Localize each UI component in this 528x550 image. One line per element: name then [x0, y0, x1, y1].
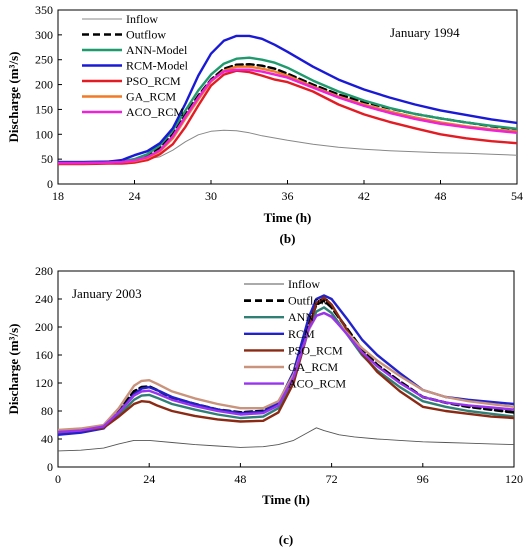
legend-label: PSO_RCM — [126, 74, 181, 88]
y-tick-label: 300 — [35, 28, 53, 42]
x-axis-title: Time (h) — [264, 210, 312, 225]
legend-label: Inflow — [126, 12, 158, 26]
x-tick-label: 48 — [435, 189, 447, 203]
series-line-pso-rcm — [58, 69, 517, 166]
chart-annotation: January 1994 — [390, 25, 460, 40]
chart-panel-c: 0 40 80 120 160 200 240 280 0 24 48 72 96 120 Time (h)… — [6, 264, 523, 547]
legend-label: Outflow — [288, 294, 328, 308]
legend-label: GA_RCM — [288, 360, 338, 374]
y-tick-label: 50 — [41, 152, 53, 166]
x-tick-label: 120 — [505, 472, 523, 486]
x-tick-label: 18 — [52, 189, 64, 203]
series-line-aco-rcm — [58, 311, 514, 434]
y-tick-label: 100 — [35, 127, 53, 141]
x-tick-label: 24 — [129, 189, 141, 203]
y-tick-label: 250 — [35, 53, 53, 67]
legend-label: PSO_RCM — [288, 343, 343, 357]
y-tick-label: 200 — [35, 320, 53, 334]
legend-label: RCM — [288, 327, 315, 341]
series-line-inflow — [58, 427, 514, 452]
y-tick-label: 40 — [41, 432, 53, 446]
legend-label: ACO_RCM — [126, 105, 184, 119]
chart-panel-b: 0 50 100 150 200 250 300 350 18 24 30 36 42 48 54 Time … — [6, 3, 523, 246]
x-tick-label: 36 — [282, 189, 294, 203]
panel-label: (b) — [280, 231, 296, 246]
y-tick-label: 150 — [35, 102, 53, 116]
x-tick-label: 48 — [234, 472, 246, 486]
y-tick-label: 0 — [47, 177, 53, 191]
legend-label: Outflow — [126, 28, 166, 42]
x-tick-label: 96 — [417, 472, 429, 486]
panel-label: (c) — [279, 532, 293, 547]
x-axis-title: Time (h) — [262, 492, 310, 507]
y-tick-label: 350 — [35, 3, 53, 17]
y-tick-label: 240 — [35, 292, 53, 306]
x-tick-label: 24 — [143, 472, 155, 486]
y-tick-label: 160 — [35, 348, 53, 362]
series-line-rcm-model — [58, 34, 517, 164]
x-tick-label: 72 — [326, 472, 338, 486]
plot-frame — [57, 270, 515, 468]
series-line-pso-rcm — [58, 296, 514, 434]
x-tick-label: 30 — [205, 189, 217, 203]
legend-label: ACO_RCM — [288, 377, 346, 391]
series-line-ga-rcm — [58, 311, 514, 432]
y-axis-title: Discharge (m³/s) — [6, 324, 21, 415]
legend-label: GA_RCM — [126, 90, 176, 104]
x-tick-label: 0 — [55, 472, 61, 486]
x-tick-label: 54 — [511, 189, 523, 203]
y-axis-title: Discharge (m³/s) — [6, 52, 21, 143]
legend-label: RCM-Model — [126, 59, 189, 73]
series-line-ann — [58, 306, 514, 435]
series-line-outflow — [58, 298, 514, 434]
y-tick-label: 200 — [35, 78, 53, 92]
legend-label: ANN — [288, 310, 314, 324]
legend-label: ANN-Model — [126, 43, 188, 57]
series-line-ann-model — [58, 56, 517, 164]
x-tick-label: 42 — [358, 189, 370, 203]
y-tick-label: 0 — [47, 460, 53, 474]
series-line-rcm — [58, 294, 514, 436]
legend-label: Inflow — [288, 277, 320, 291]
y-tick-label: 80 — [41, 404, 53, 418]
y-tick-label: 280 — [35, 264, 53, 278]
series-line-aco-rcm — [58, 68, 517, 165]
y-tick-label: 120 — [35, 376, 53, 390]
chart-annotation: January 2003 — [72, 286, 142, 301]
